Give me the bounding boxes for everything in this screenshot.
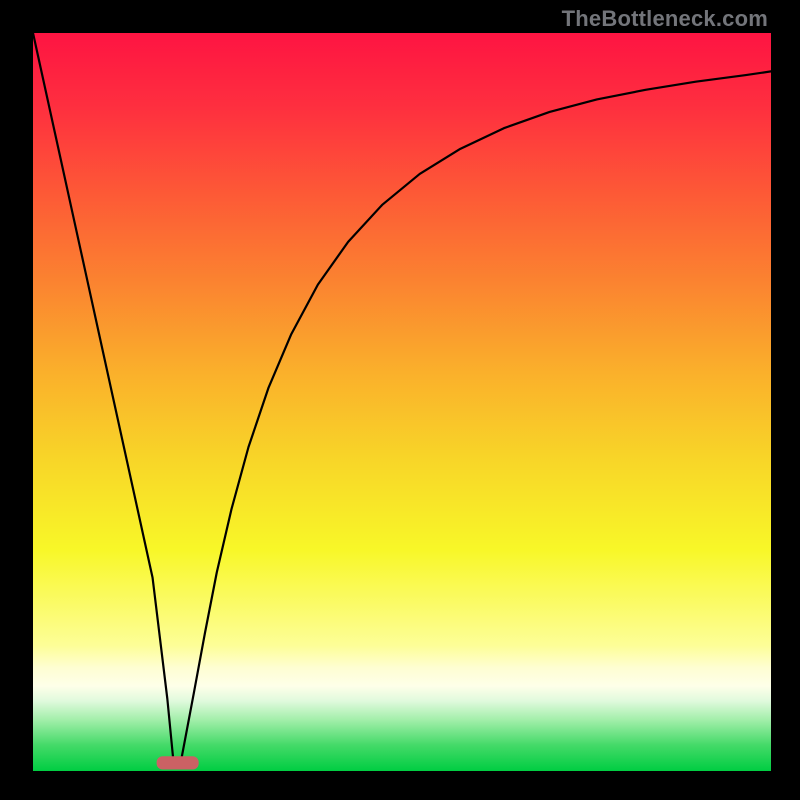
optimum-marker — [157, 756, 199, 769]
watermark-text: TheBottleneck.com — [562, 6, 768, 32]
chart-frame: TheBottleneck.com — [0, 0, 800, 800]
plot-area — [33, 33, 771, 771]
gradient-background — [33, 33, 771, 771]
bottleneck-chart-svg — [33, 33, 771, 771]
